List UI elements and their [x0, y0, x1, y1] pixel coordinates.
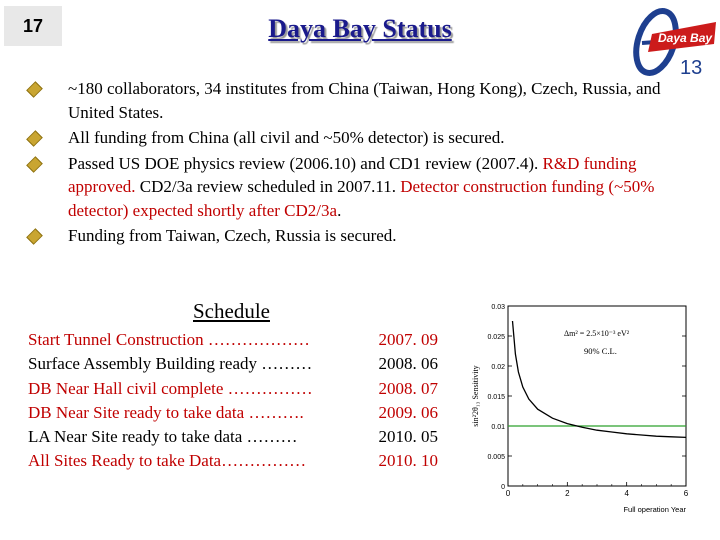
- schedule-date: 2009. 06: [378, 402, 439, 422]
- schedule-label: DB Near Hall civil complete ……………: [28, 378, 313, 398]
- schedule-row: Surface Assembly Building ready ……… 2008.…: [28, 352, 438, 376]
- diamond-bullet-icon: [26, 155, 43, 173]
- bullet-text: All funding from China (all civil and ~5…: [68, 128, 505, 147]
- y-tick-label: 0.015: [487, 394, 505, 401]
- daya-bay-logo: Daya Bay 13: [633, 8, 716, 79]
- bullet-item: Passed US DOE physics review (2006.10) a…: [26, 152, 678, 223]
- y-axis-label: sin²2θ₁₃ Sensitivity: [471, 365, 480, 426]
- x-axis-label: Full operation Year: [623, 505, 686, 514]
- bullet-text: Passed US DOE physics review (2006.10) a…: [68, 153, 543, 173]
- y-tick-label: 0: [501, 484, 505, 491]
- y-tick-label: 0.02: [491, 364, 505, 371]
- y-tick-label: 0.025: [487, 334, 505, 341]
- x-tick-label: 2: [565, 489, 570, 498]
- schedule-row: DB Near Site ready to take data ………. 2009…: [28, 401, 438, 425]
- slide-number: 17: [4, 6, 62, 46]
- schedule-label: All Sites Ready to take Data……………: [28, 451, 307, 471]
- y-tick-label: 0.01: [491, 424, 505, 431]
- schedule-label: Surface Assembly Building ready ………: [28, 354, 313, 374]
- x-tick-label: 6: [684, 489, 689, 498]
- bullet-text: CD2/3a review scheduled in 2007.11.: [139, 177, 401, 196]
- legend-text: Δm² = 2.5×10⁻³ eV²: [564, 329, 630, 338]
- bullet-text: ~180 collaborators, 34 institutes from C…: [68, 79, 661, 122]
- bullet-item: ~180 collaborators, 34 institutes from C…: [26, 77, 678, 124]
- bullet-text: Detector construction funding (~50% dete…: [68, 177, 655, 220]
- y-tick-label: 0.005: [487, 454, 505, 461]
- bullet-item: All funding from China (all civil and ~5…: [26, 126, 678, 150]
- x-tick-label: 4: [624, 489, 629, 498]
- x-tick-label: 0: [506, 489, 511, 498]
- schedule-row: DB Near Hall civil complete …………… 2008. 0…: [28, 377, 438, 401]
- schedule-label: Start Tunnel Construction ………………: [28, 330, 310, 349]
- schedule-label: DB Near Site ready to take data ……….: [28, 402, 304, 422]
- schedule-date: 2010. 10: [378, 451, 439, 471]
- logo-subscript: 13: [680, 57, 702, 79]
- diamond-bullet-icon: [26, 228, 43, 245]
- schedule-list: Start Tunnel Construction ……………… 2007. 09…: [28, 328, 438, 474]
- schedule-row: Start Tunnel Construction ……………… 2007. 09: [28, 328, 438, 352]
- bullet-list: ~180 collaborators, 34 institutes from C…: [26, 77, 678, 250]
- bullet-item: Funding from Taiwan, Czech, Russia is se…: [26, 224, 678, 248]
- logo-wordmark: Daya Bay: [658, 31, 713, 45]
- slide-title: Daya Bay Status: [268, 14, 452, 43]
- schedule-title: Schedule: [193, 299, 270, 323]
- schedule-date: 2007. 09: [378, 330, 439, 349]
- sensitivity-curve: [511, 320, 687, 439]
- schedule-date: 2008. 06: [378, 354, 439, 374]
- sensitivity-chart: 0 0.005 0.01 0.015 0.02 0.025 0.03 0 2 4 6 sin²2θ₁₃…: [471, 304, 689, 514]
- bullet-text: Funding from Taiwan, Czech, Russia is se…: [68, 226, 397, 245]
- schedule-label: LA Near Site ready to take data ………: [28, 427, 298, 447]
- diamond-bullet-icon: [26, 81, 43, 98]
- schedule-row: LA Near Site ready to take data ……… 2010.…: [28, 425, 438, 449]
- annotation-text: 90% C.L.: [584, 346, 617, 356]
- y-tick-label: 0.03: [491, 304, 505, 311]
- schedule-date: 2010. 05: [378, 427, 439, 447]
- diamond-bullet-icon: [26, 130, 43, 147]
- bullet-text: R&D funding approved.: [68, 153, 637, 197]
- schedule-row: All Sites Ready to take Data…………… 2010. 1…: [28, 449, 438, 473]
- schedule-date: 2008. 07: [378, 378, 439, 398]
- bullet-text: .: [337, 200, 342, 220]
